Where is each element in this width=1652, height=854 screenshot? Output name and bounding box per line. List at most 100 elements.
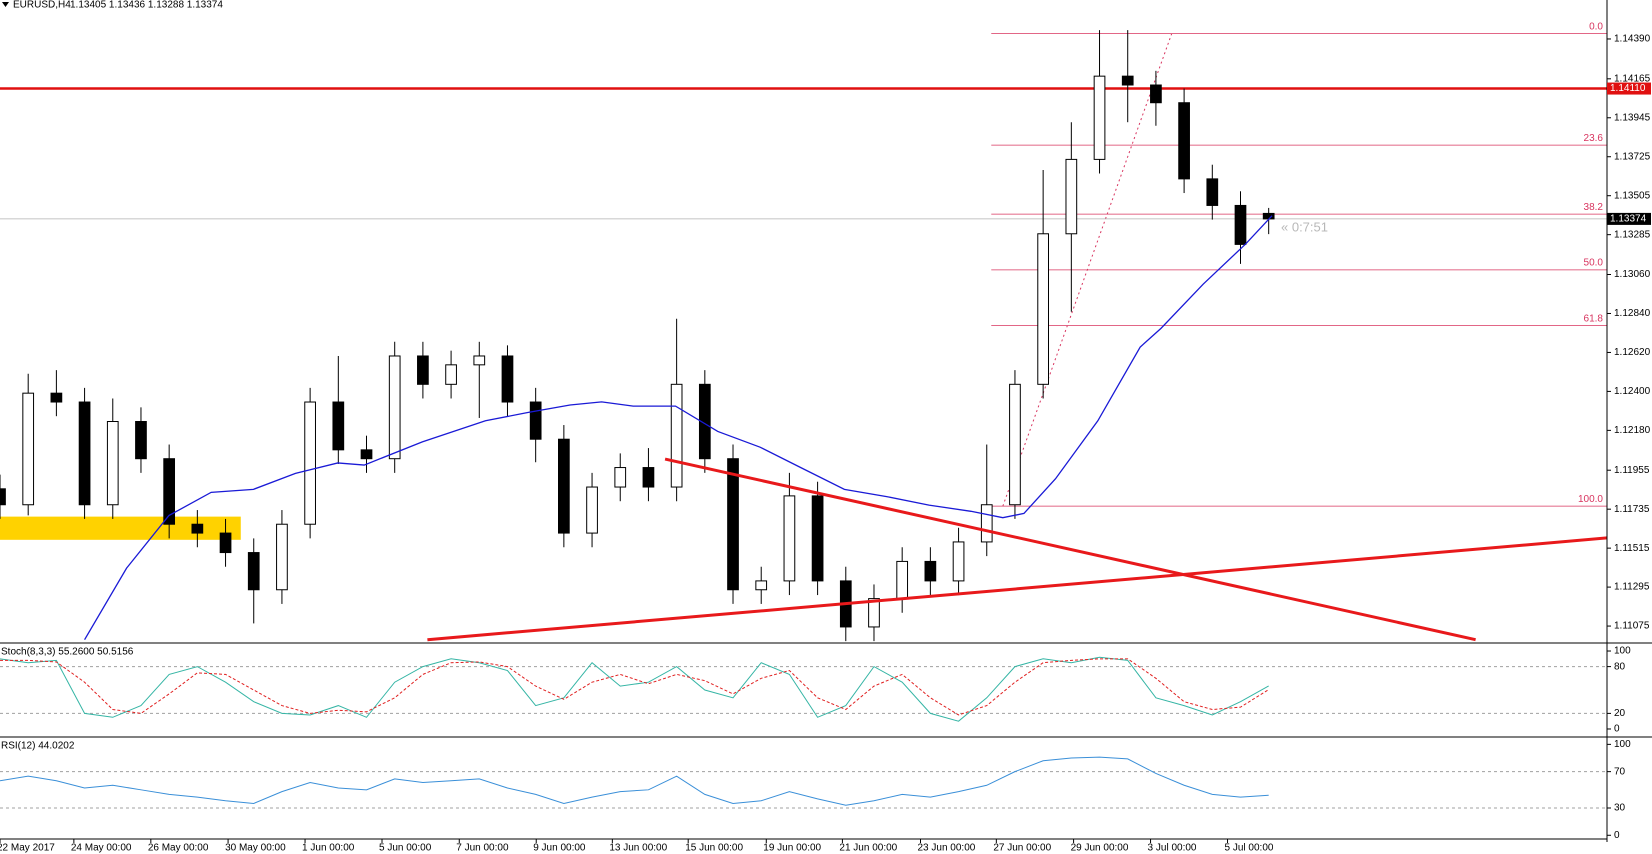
indicator-line — [0, 656, 1269, 722]
price-label-box — [1607, 212, 1651, 225]
candle-body — [642, 467, 655, 488]
candle-body — [191, 523, 204, 534]
price-label: 1.14110 — [1610, 83, 1646, 94]
candle-body — [0, 488, 6, 506]
x-tick-label: 9 Jun 00:00 — [533, 843, 586, 854]
price-label-box — [1607, 82, 1651, 95]
y-tick-label: 1.12620 — [1614, 347, 1651, 358]
x-tick-label: 5 Jul 00:00 — [1225, 843, 1274, 854]
rsi-panel — [0, 756, 1607, 809]
x-tick-label: 30 May 00:00 — [225, 843, 286, 854]
y-tick-label: 80 — [1614, 661, 1626, 672]
candle-body — [698, 383, 711, 460]
chart-title: EURUSD,H4 — [13, 0, 71, 11]
x-tick-label: 29 Jun 00:00 — [1071, 843, 1129, 854]
x-tick-label: 13 Jun 00:00 — [609, 843, 667, 854]
y-tick-label: 100 — [1614, 646, 1631, 657]
candle-body — [1150, 84, 1162, 104]
x-tick-label: 26 May 00:00 — [148, 843, 209, 854]
candle-body — [360, 449, 373, 460]
candle-body — [896, 560, 909, 600]
x-tick-label: 15 Jun 00:00 — [685, 843, 743, 854]
fib-label: 38.2 — [1584, 202, 1604, 213]
y-tick-label: 1.13505 — [1614, 190, 1651, 201]
candle-body — [417, 355, 429, 385]
rsi-title: RSI(12) 44.0202 — [1, 741, 75, 752]
candle-body — [1093, 75, 1106, 160]
support-zone — [0, 516, 241, 540]
y-tick-label: 70 — [1614, 766, 1626, 777]
y-tick-label: 1.14390 — [1614, 34, 1651, 45]
candle-body — [304, 401, 316, 525]
candle-body — [1121, 75, 1134, 86]
candle-body — [1234, 204, 1247, 245]
trendline — [664, 457, 1476, 642]
moving-average — [84, 215, 1273, 641]
candle-body — [811, 495, 824, 582]
candle-body — [473, 355, 486, 366]
candle-body — [783, 495, 796, 582]
candle-body — [247, 552, 260, 591]
candle-body — [614, 467, 627, 488]
candle-body — [276, 523, 288, 591]
x-tick-label: 23 Jun 00:00 — [918, 843, 976, 854]
x-tick-label: 1 Jun 00:00 — [302, 843, 355, 854]
candle-body — [924, 560, 937, 582]
candle-body — [135, 421, 147, 460]
x-tick-label: 22 May 2017 — [0, 843, 55, 854]
x-tick-label: 5 Jun 00:00 — [379, 843, 432, 854]
x-tick-label: 24 May 00:00 — [71, 843, 132, 854]
y-tick-label: 1.13725 — [1614, 151, 1651, 162]
y-tick-label: 1.12400 — [1614, 386, 1651, 397]
stoch-panel — [0, 656, 1607, 722]
indicator-line — [0, 756, 1269, 806]
candle-body — [952, 541, 965, 582]
fib-label: 23.6 — [1584, 133, 1604, 144]
x-tick-label: 7 Jun 00:00 — [456, 843, 509, 854]
y-tick-label: 1.12840 — [1614, 308, 1651, 319]
candle-body — [163, 458, 176, 525]
candle-body — [1206, 178, 1219, 206]
candle-body — [868, 598, 880, 628]
candle-body — [501, 355, 514, 403]
candle-body — [529, 401, 542, 440]
candle-body — [586, 486, 598, 534]
x-tick-label: 3 Jul 00:00 — [1148, 843, 1197, 854]
indicator-line — [0, 658, 1269, 716]
menu-triangle — [2, 2, 9, 7]
y-tick-label: 1.11295 — [1614, 582, 1650, 593]
y-tick-label: 1.13060 — [1614, 269, 1651, 280]
candle-body — [332, 401, 345, 451]
candle-body — [22, 392, 35, 506]
price-panel: 0.0 23.6 38.2 50.0 61.8 100.0 — [0, 21, 1607, 642]
fib-label: 0.0 — [1589, 21, 1603, 32]
y-tick-label: 1.11515 — [1614, 543, 1650, 554]
x-tick-label: 27 Jun 00:00 — [993, 843, 1051, 854]
y-tick-label: 1.13945 — [1614, 112, 1651, 123]
candle-body — [388, 355, 401, 460]
price-label: 1.13374 — [1610, 214, 1647, 225]
candle-body — [78, 401, 91, 506]
candle-body — [1178, 102, 1190, 180]
y-tick-label: 30 — [1614, 803, 1626, 814]
y-tick-label: 1.11735 — [1614, 504, 1650, 515]
y-tick-label: 1.11075 — [1614, 621, 1650, 632]
y-tick-label: 1.13285 — [1614, 229, 1651, 240]
candle-body — [106, 421, 119, 506]
chart-subtitle: 1.13405 1.13436 1.13288 1.13374 — [70, 0, 223, 11]
y-tick-label: 0 — [1614, 724, 1620, 735]
y-tick-label: 100 — [1614, 739, 1631, 750]
x-tick-label: 21 Jun 00:00 — [839, 843, 897, 854]
candle-body — [727, 458, 739, 591]
candle-body — [219, 532, 232, 554]
y-tick-label: 20 — [1614, 708, 1626, 719]
candle-body — [1009, 383, 1021, 506]
candle-body — [50, 392, 63, 403]
fib-label: 100.0 — [1578, 494, 1603, 505]
candle-body — [670, 383, 683, 488]
fib-label: 61.8 — [1584, 313, 1604, 324]
